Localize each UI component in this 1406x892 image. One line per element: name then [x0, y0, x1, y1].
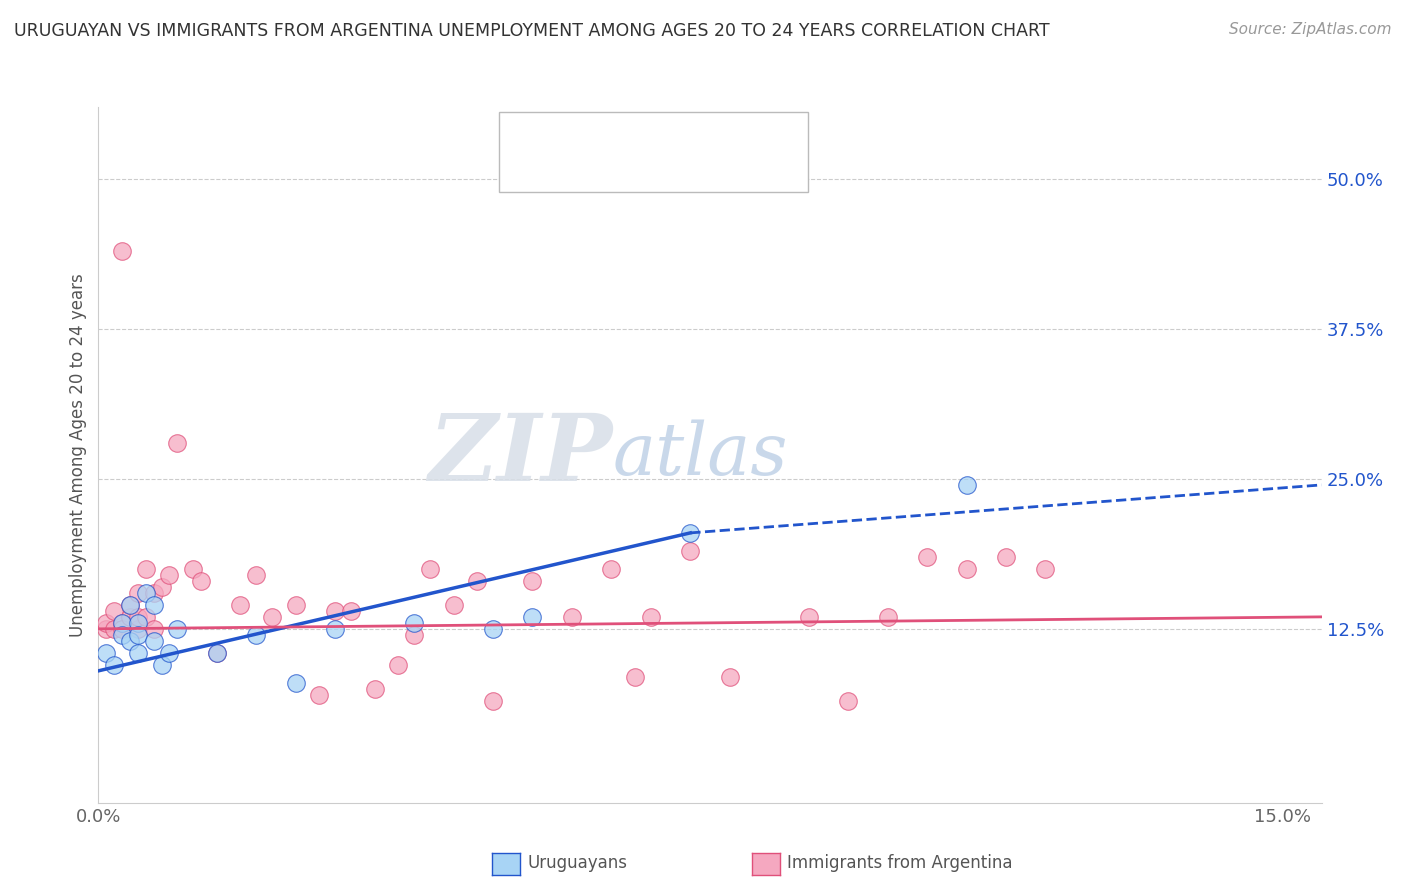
- Point: [955, 478, 977, 492]
- Point: [118, 633, 141, 648]
- Point: [340, 604, 363, 618]
- Point: [127, 610, 149, 624]
- Point: [166, 622, 188, 636]
- Point: [150, 580, 173, 594]
- Point: [142, 633, 165, 648]
- Point: [561, 610, 583, 624]
- Point: [624, 670, 647, 684]
- Text: N =: N =: [658, 127, 714, 146]
- Point: [522, 574, 544, 588]
- Point: [111, 615, 134, 630]
- Point: [103, 604, 125, 618]
- Point: [96, 622, 118, 636]
- Point: [229, 598, 252, 612]
- Point: [363, 681, 385, 696]
- Point: [718, 670, 741, 684]
- Point: [118, 610, 141, 624]
- Text: 17: 17: [711, 127, 738, 146]
- Text: URUGUAYAN VS IMMIGRANTS FROM ARGENTINA UNEMPLOYMENT AMONG AGES 20 TO 24 YEARS CO: URUGUAYAN VS IMMIGRANTS FROM ARGENTINA U…: [14, 22, 1050, 40]
- Point: [118, 598, 141, 612]
- Text: R =: R =: [553, 162, 595, 182]
- Point: [419, 562, 441, 576]
- Point: [284, 598, 307, 612]
- Point: [96, 615, 118, 630]
- Point: [640, 610, 662, 624]
- Point: [600, 562, 623, 576]
- Point: [127, 622, 149, 636]
- Point: [127, 628, 149, 642]
- Point: [876, 610, 898, 624]
- Point: [205, 646, 228, 660]
- Text: 0.014: 0.014: [595, 162, 657, 182]
- Point: [837, 694, 859, 708]
- Point: [245, 628, 267, 642]
- Text: ZIP: ZIP: [427, 410, 612, 500]
- Point: [323, 604, 346, 618]
- Point: [142, 622, 165, 636]
- Point: [465, 574, 488, 588]
- Point: [387, 657, 409, 672]
- Point: [103, 622, 125, 636]
- Point: [955, 562, 977, 576]
- Point: [96, 646, 118, 660]
- Point: [190, 574, 212, 588]
- Point: [127, 586, 149, 600]
- Point: [111, 244, 134, 258]
- Point: [797, 610, 820, 624]
- Point: [127, 615, 149, 630]
- Point: [404, 615, 426, 630]
- Y-axis label: Unemployment Among Ages 20 to 24 years: Unemployment Among Ages 20 to 24 years: [69, 273, 87, 637]
- Point: [127, 646, 149, 660]
- Point: [443, 598, 465, 612]
- Point: [166, 436, 188, 450]
- Point: [245, 567, 267, 582]
- Point: [111, 622, 134, 636]
- Point: [150, 657, 173, 672]
- Point: [522, 610, 544, 624]
- Point: [915, 549, 938, 564]
- Point: [308, 688, 330, 702]
- Point: [159, 646, 181, 660]
- Point: [118, 598, 141, 612]
- Point: [284, 676, 307, 690]
- Text: 50: 50: [711, 162, 738, 182]
- Point: [679, 544, 702, 558]
- Text: Immigrants from Argentina: Immigrants from Argentina: [787, 855, 1012, 872]
- Point: [205, 646, 228, 660]
- Point: [111, 615, 134, 630]
- Point: [111, 628, 134, 642]
- Point: [135, 562, 157, 576]
- Point: [323, 622, 346, 636]
- Point: [181, 562, 204, 576]
- Point: [142, 586, 165, 600]
- Point: [482, 694, 505, 708]
- Point: [142, 598, 165, 612]
- Text: N =: N =: [658, 162, 714, 182]
- Point: [482, 622, 505, 636]
- Point: [404, 628, 426, 642]
- Text: Uruguayans: Uruguayans: [527, 855, 627, 872]
- Point: [103, 657, 125, 672]
- Text: 0.551: 0.551: [595, 127, 657, 146]
- Point: [260, 610, 283, 624]
- Point: [1035, 562, 1057, 576]
- Point: [159, 567, 181, 582]
- Text: Source: ZipAtlas.com: Source: ZipAtlas.com: [1229, 22, 1392, 37]
- Text: atlas: atlas: [612, 419, 787, 491]
- Point: [135, 610, 157, 624]
- Text: R =: R =: [553, 127, 595, 146]
- Point: [679, 525, 702, 540]
- Point: [135, 586, 157, 600]
- Point: [994, 549, 1017, 564]
